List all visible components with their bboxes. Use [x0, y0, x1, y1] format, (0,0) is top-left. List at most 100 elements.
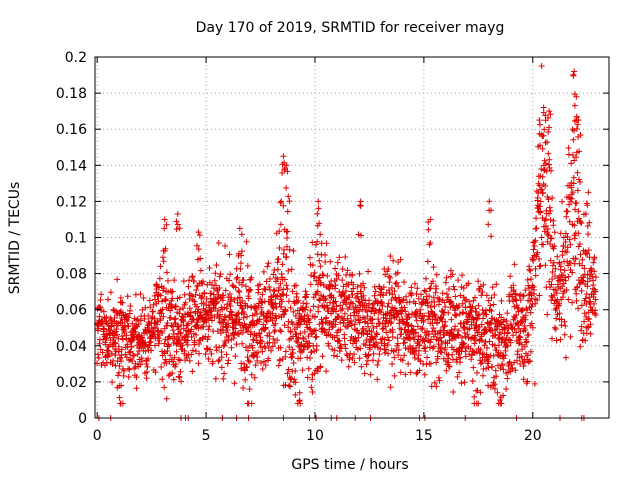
data-point: [545, 210, 552, 217]
data-point: [538, 63, 545, 70]
data-point: [367, 371, 374, 378]
data-point: [144, 363, 151, 370]
data-point: [127, 348, 134, 355]
data-point: [344, 315, 351, 322]
data-point: [523, 338, 530, 345]
data-point: [579, 262, 586, 269]
data-point: [547, 207, 554, 214]
data-point: [481, 342, 488, 349]
data-point: [564, 208, 571, 215]
data-point: [175, 356, 182, 363]
data-point: [565, 273, 572, 280]
data-point: [451, 286, 458, 293]
data-point: [189, 273, 196, 280]
data-point: [238, 281, 245, 288]
data-point: [365, 304, 372, 311]
data-point: [292, 391, 299, 398]
data-point: [525, 358, 532, 365]
data-point: [189, 368, 196, 375]
data-point: [343, 351, 350, 358]
data-point: [112, 352, 119, 359]
data-point: [521, 359, 528, 366]
data-point: [394, 340, 401, 347]
data-point: [413, 370, 420, 377]
data-point: [310, 303, 317, 310]
data-point: [479, 306, 486, 313]
data-point: [402, 345, 409, 352]
data-point: [332, 308, 339, 315]
data-point: [349, 300, 356, 307]
data-point: [199, 293, 206, 300]
data-point-peak: [485, 221, 492, 228]
data-point: [575, 215, 582, 222]
data-point: [250, 337, 257, 344]
data-point: [123, 335, 130, 342]
data-point: [537, 208, 544, 215]
data-point: [528, 320, 535, 327]
data-point: [585, 247, 592, 254]
data-point: [142, 304, 149, 311]
data-point: [221, 304, 228, 311]
data-point: [327, 292, 334, 299]
data-point: [300, 334, 307, 341]
data-point: [281, 310, 288, 317]
data-point: [279, 261, 286, 268]
data-point: [433, 359, 440, 366]
data-point: [395, 346, 402, 353]
data-point-peak: [281, 165, 288, 172]
data-point: [302, 288, 309, 295]
data-point: [579, 256, 586, 263]
data-point: [483, 365, 490, 372]
data-point: [391, 372, 398, 379]
data-point-peak: [357, 202, 364, 209]
data-point: [581, 265, 588, 272]
data-point: [170, 376, 177, 383]
data-point: [116, 369, 123, 376]
data-point: [592, 288, 599, 295]
data-point: [477, 389, 484, 396]
data-point: [389, 291, 396, 298]
data-point: [103, 335, 110, 342]
data-point-peak: [118, 382, 125, 389]
data-point: [125, 314, 132, 321]
data-point: [290, 247, 297, 254]
data-point: [228, 344, 235, 351]
data-point: [115, 335, 122, 342]
data-point: [591, 268, 598, 275]
data-point: [457, 355, 464, 362]
data-point: [329, 324, 336, 331]
data-point: [560, 234, 567, 241]
data-point: [211, 277, 218, 284]
data-point: [337, 319, 344, 326]
data-point-peak: [280, 153, 287, 160]
data-point-peak: [278, 198, 285, 205]
data-point: [285, 298, 292, 305]
data-point: [272, 320, 279, 327]
data-point: [466, 298, 473, 305]
data-point: [532, 272, 539, 279]
data-point: [554, 253, 561, 260]
data-point: [261, 285, 268, 292]
data-point: [313, 241, 320, 248]
data-point: [168, 322, 175, 329]
data-point: [276, 284, 283, 291]
data-point: [176, 310, 183, 317]
data-point: [122, 351, 129, 358]
data-point: [575, 305, 582, 312]
data-point: [576, 176, 583, 183]
data-point: [451, 333, 458, 340]
data-point: [530, 257, 537, 264]
data-point: [225, 332, 232, 339]
data-point: [475, 302, 482, 309]
data-point: [354, 283, 361, 290]
data-point: [117, 308, 124, 315]
data-point: [215, 239, 222, 246]
data-point: [352, 316, 359, 323]
data-point-peak: [536, 142, 543, 149]
data-point: [212, 375, 219, 382]
data-point: [231, 380, 238, 387]
data-point: [368, 328, 375, 335]
data-point: [378, 299, 385, 306]
data-point: [533, 225, 540, 232]
data-point: [262, 362, 269, 369]
